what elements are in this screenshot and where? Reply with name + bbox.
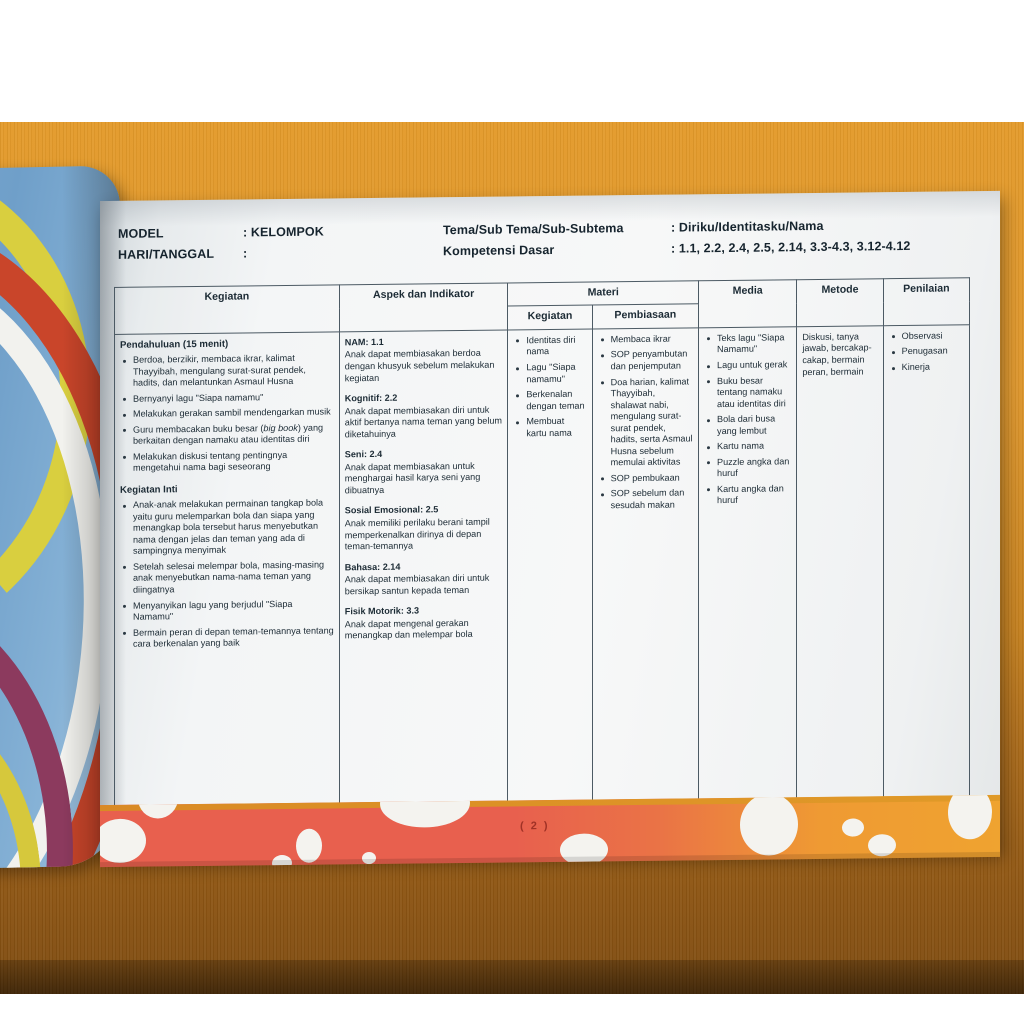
aspek-title: Seni: 2.4 xyxy=(344,449,383,460)
aspek-title: Sosial Emosional: 2.5 xyxy=(344,504,439,516)
model-label: MODEL xyxy=(118,226,164,241)
list-item: Melakukan diskusi tentang pentingnya men… xyxy=(120,449,334,475)
lesson-plan-table: Kegiatan Aspek dan Indikator Materi Medi… xyxy=(114,277,970,838)
list-item: Berkenalan dengan teman xyxy=(513,389,586,413)
list-item: Observasi xyxy=(889,330,964,342)
aspek-block: Kognitif: 2.2 Anak dapat membiasakan diri… xyxy=(345,392,503,441)
list-item: Bermain peran di depan teman-temannya te… xyxy=(120,625,334,651)
media-list: Teks lagu "Siapa Namamu" Lagu untuk gerak… xyxy=(704,332,791,507)
list-item: Setelah selesai melempar bola, masing-ma… xyxy=(120,559,334,596)
col-header-kegiatan: Kegiatan xyxy=(114,284,340,335)
cell-penilaian: Observasi Penugasan Kinerja xyxy=(883,324,970,829)
list-item: Kinerja xyxy=(889,361,964,373)
list-item: Doa harian, kalimat Thayyibah, shalawat … xyxy=(598,376,693,469)
aspek-title: NAM: 1.1 xyxy=(344,336,384,348)
page-footer-decorative-band: ( 2 ) xyxy=(100,794,1000,868)
col-header-media: Media xyxy=(698,279,797,328)
header-row-day: HARI/TANGGAL : Kompetensi Dasar : 1.1, 2… xyxy=(118,238,982,262)
col-header-materi: Materi xyxy=(507,280,699,307)
theme-label: Tema/Sub Tema/Sub-Subtema xyxy=(443,221,624,238)
big-book-italic: big book xyxy=(263,422,298,434)
aspek-text: Anak dapat membiasakan untuk menghargai … xyxy=(344,460,481,496)
list-item: SOP sebelum dan sesudah makan xyxy=(598,488,693,512)
bubble-icon xyxy=(100,818,146,864)
bubble-icon xyxy=(296,828,322,863)
aspek-block: Fisik Motorik: 3.3 Anak dapat mengenal ge… xyxy=(345,605,503,642)
aspek-text: Anak dapat membiasakan berdoa dengan khu… xyxy=(344,348,495,383)
col-header-penilaian: Penilaian xyxy=(883,277,970,326)
cell-metode: Diskusi, tanya jawab, bercakap-cakap, be… xyxy=(796,325,884,830)
page-number: ( 2 ) xyxy=(520,820,550,833)
kd-value: : 1.1, 2.2, 2.4, 2.5, 2.14, 3.3-4.3, 3.1… xyxy=(671,238,911,256)
aspek-block: Seni: 2.4 Anak dapat membiasakan untuk me… xyxy=(345,448,503,497)
bubble-icon xyxy=(740,794,798,856)
list-item: Anak-anak melakukan permainan tangkap bo… xyxy=(120,498,334,558)
aspek-text: Anak dapat membiasakan diri untuk bersik… xyxy=(344,572,490,597)
list-item: Identitas diri nama xyxy=(513,334,586,358)
aspek-block: NAM: 1.1 Anak dapat membiasakan berdoa de… xyxy=(345,335,503,384)
model-value: : KELOMPOK xyxy=(243,224,324,240)
aspek-text: Anak dapat mengenal gerakan menangkap da… xyxy=(344,617,473,641)
col-header-materi-kegiatan: Kegiatan xyxy=(507,305,593,330)
list-item: Puzzle angka dan huruf xyxy=(704,456,791,480)
aspek-list: NAM: 1.1 Anak dapat membiasakan berdoa de… xyxy=(345,335,503,642)
list-item: Bernyanyi lagu "Siapa namamu" xyxy=(120,391,334,405)
list-item: Lagu untuk gerak xyxy=(704,359,791,372)
list-item: Menyanyikan lagu yang berjudul "Siapa Na… xyxy=(120,598,334,624)
list-item: Kartu angka dan huruf xyxy=(704,483,791,507)
aspek-title: Kognitif: 2.2 xyxy=(344,392,398,404)
aspek-text: Anak memiliki perilaku berani tampil mem… xyxy=(344,516,490,552)
list-item: Lagu "Siapa namamu" xyxy=(513,362,586,386)
materi-kegiatan-list: Identitas diri nama Lagu "Siapa namamu" Be… xyxy=(513,334,586,439)
list-item: Bola dari busa yang lembut xyxy=(704,413,791,437)
pendahuluan-list: Berdoa, berzikir, membaca ikrar, kalimat… xyxy=(120,353,334,475)
list-item: SOP penyambutan dan penjemputan xyxy=(598,349,693,373)
cell-media: Teks lagu "Siapa Namamu" Lagu untuk gerak… xyxy=(698,326,797,831)
metode-text: Diskusi, tanya jawab, bercakap-cakap, be… xyxy=(802,331,872,377)
bubble-icon xyxy=(842,818,864,837)
table-row: Pendahuluan (15 menit) Berdoa, berzikir,… xyxy=(114,324,970,838)
aspek-title: Bahasa: 2.14 xyxy=(344,561,401,572)
lesson-plan-header: MODEL : KELOMPOK Tema/Sub Tema/Sub-Subte… xyxy=(118,217,982,269)
list-item: Membaca ikrar xyxy=(598,333,693,346)
bubble-icon xyxy=(948,794,992,840)
list-item: Melakukan gerakan sambil mendengarkan mu… xyxy=(120,407,334,421)
col-header-materi-pembiasaan: Pembiasaan xyxy=(592,304,699,329)
kd-label: Kompetensi Dasar xyxy=(443,242,555,259)
cell-aspek-indikator: NAM: 1.1 Anak dapat membiasakan berdoa de… xyxy=(339,329,508,835)
theme-value: : Diriku/Identitasku/Nama xyxy=(671,218,824,235)
aspek-block: Bahasa: 2.14 Anak dapat membiasakan diri … xyxy=(345,560,503,597)
inti-title: Kegiatan Inti xyxy=(120,484,178,496)
book-right-page: MODEL : KELOMPOK Tema/Sub Tema/Sub-Subte… xyxy=(100,190,1000,862)
cell-materi-pembiasaan: Membaca ikrar SOP penyambutan dan penjemp… xyxy=(592,327,699,832)
aspek-title: Fisik Motorik: 3.3 xyxy=(344,605,420,617)
list-item: Teks lagu "Siapa Namamu" xyxy=(704,332,791,356)
penilaian-list: Observasi Penugasan Kinerja xyxy=(889,330,964,373)
list-item: Guru membacakan buku besar (big book) ya… xyxy=(120,422,334,448)
list-item: Membuat kartu nama xyxy=(513,416,586,440)
cell-materi-kegiatan: Identitas diri nama Lagu "Siapa namamu" Be… xyxy=(507,328,593,833)
list-item: Penugasan xyxy=(889,346,964,358)
aspek-block: Sosial Emosional: 2.5 Anak memiliki peril… xyxy=(345,504,503,553)
col-header-metode: Metode xyxy=(796,278,884,327)
pendahuluan-title: Pendahuluan (15 menit) xyxy=(120,338,229,351)
materi-pembiasaan-list: Membaca ikrar SOP penyambutan dan penjemp… xyxy=(598,333,693,512)
day-value: : xyxy=(243,246,248,261)
inti-list: Anak-anak melakukan permainan tangkap bo… xyxy=(120,498,334,651)
list-item: Berdoa, berzikir, membaca ikrar, kalimat… xyxy=(120,353,334,390)
list-item: Kartu nama xyxy=(704,441,791,454)
aspek-text: Anak dapat membiasakan diri untuk aktif … xyxy=(344,404,502,440)
list-item: SOP pembukaan xyxy=(598,472,693,485)
list-item: Buku besar tentang namaku atau identitas… xyxy=(704,375,791,411)
day-label: HARI/TANGGAL xyxy=(118,246,215,262)
col-header-aspek: Aspek dan Indikator xyxy=(339,282,508,332)
cell-kegiatan: Pendahuluan (15 menit) Berdoa, berzikir,… xyxy=(114,331,340,838)
